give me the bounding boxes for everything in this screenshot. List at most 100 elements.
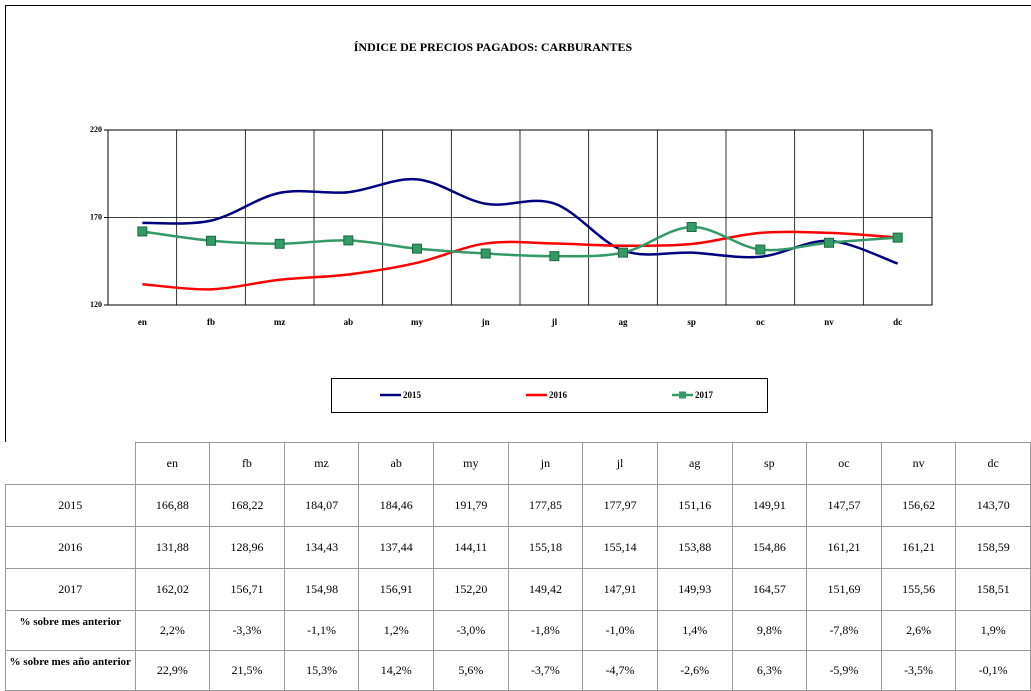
table-cell: -3,3% [210, 611, 285, 651]
table-cell: 2015 [6, 485, 136, 527]
table-cell: 15,3% [284, 651, 359, 691]
legend-label: 2015 [403, 390, 422, 400]
table-cell: fb [210, 443, 285, 485]
table-cell: 184,07 [284, 485, 359, 527]
x-tick-label: ab [344, 317, 354, 327]
table-cell: 158,59 [956, 527, 1031, 569]
table-cell: 155,56 [881, 569, 956, 611]
x-tick-label: nv [824, 317, 834, 327]
series-marker [687, 223, 696, 232]
table-cell: 149,91 [732, 485, 807, 527]
table-cell: sp [732, 443, 807, 485]
table-cell: 151,16 [657, 485, 732, 527]
table-cell: -4,7% [583, 651, 658, 691]
series-marker [619, 248, 628, 257]
table-cell: -2,6% [657, 651, 732, 691]
y-tick-label: 170 [90, 212, 102, 221]
table-cell: 158,51 [956, 569, 1031, 611]
table-cell: nv [881, 443, 956, 485]
table-cell: -0,1% [956, 651, 1031, 691]
series-marker [550, 252, 559, 261]
table-cell: -3,7% [508, 651, 583, 691]
table-cell: 161,21 [881, 527, 956, 569]
table-cell: -7,8% [807, 611, 882, 651]
table-cell: 134,43 [284, 527, 359, 569]
series-marker [138, 227, 147, 236]
table-cell: 161,21 [807, 527, 882, 569]
table-cell: -1,1% [284, 611, 359, 651]
table-cell: 9,8% [732, 611, 807, 651]
table-cell: 156,62 [881, 485, 956, 527]
table-cell: 147,91 [583, 569, 658, 611]
chart-title: ÍNDICE DE PRECIOS PAGADOS: CARBURANTES [354, 40, 633, 54]
table-cell: -3,0% [434, 611, 509, 651]
table-cell: 164,57 [732, 569, 807, 611]
table-cell: 156,91 [359, 569, 434, 611]
x-tick-label: dc [893, 317, 902, 327]
table-cell: 143,70 [956, 485, 1031, 527]
table-cell: 1,4% [657, 611, 732, 651]
table-cell: jl [583, 443, 658, 485]
table-cell: 128,96 [210, 527, 285, 569]
series-marker [413, 244, 422, 253]
table-cell: 21,5% [210, 651, 285, 691]
series-marker [344, 236, 353, 245]
table-cell: 155,14 [583, 527, 658, 569]
table-cell: 6,3% [732, 651, 807, 691]
table-cell: % sobre mes año anterior [6, 651, 136, 691]
table-cell: 1,2% [359, 611, 434, 651]
x-tick-label: en [138, 317, 147, 327]
table-cell: 154,86 [732, 527, 807, 569]
legend-label: 2017 [695, 390, 714, 400]
x-tick-label: sp [687, 317, 696, 327]
series-marker [481, 249, 490, 258]
series-marker [207, 236, 216, 245]
series-marker [825, 238, 834, 247]
series-marker [275, 239, 284, 248]
table-cell: 131,88 [135, 527, 210, 569]
table-cell: 2,6% [881, 611, 956, 651]
table-cell: 2016 [6, 527, 136, 569]
table-cell: 22,9% [135, 651, 210, 691]
x-tick-label: jl [551, 317, 558, 327]
table-cell: -3,5% [881, 651, 956, 691]
table-cell [6, 443, 136, 485]
table-cell: dc [956, 443, 1031, 485]
table-cell: jn [508, 443, 583, 485]
chart: ÍNDICE DE PRECIOS PAGADOS: CARBURANTES 1… [0, 0, 1031, 442]
table-cell: 154,98 [284, 569, 359, 611]
table-cell: -1,0% [583, 611, 658, 651]
table-cell: oc [807, 443, 882, 485]
table-cell: ag [657, 443, 732, 485]
x-tick-label: mz [274, 317, 286, 327]
table-cell: 168,22 [210, 485, 285, 527]
table-cell: 151,69 [807, 569, 882, 611]
x-tick-label: oc [756, 317, 765, 327]
table-cell: -5,9% [807, 651, 882, 691]
legend-label: 2016 [549, 390, 568, 400]
x-tick-label: ag [619, 317, 629, 327]
table-cell: ab [359, 443, 434, 485]
series-marker [756, 245, 765, 254]
table-cell: 137,44 [359, 527, 434, 569]
table-cell: % sobre mes anterior [6, 611, 136, 651]
table-cell: 153,88 [657, 527, 732, 569]
table-cell: 177,97 [583, 485, 658, 527]
table-cell: 191,79 [434, 485, 509, 527]
table-cell: mz [284, 443, 359, 485]
table-cell: 177,85 [508, 485, 583, 527]
y-tick-label: 120 [90, 300, 102, 309]
table-cell: 155,18 [508, 527, 583, 569]
x-tick-label: jn [481, 317, 490, 327]
table-cell: 2017 [6, 569, 136, 611]
table-cell: en [135, 443, 210, 485]
table-cell: 5,6% [434, 651, 509, 691]
table-cell: 184,46 [359, 485, 434, 527]
